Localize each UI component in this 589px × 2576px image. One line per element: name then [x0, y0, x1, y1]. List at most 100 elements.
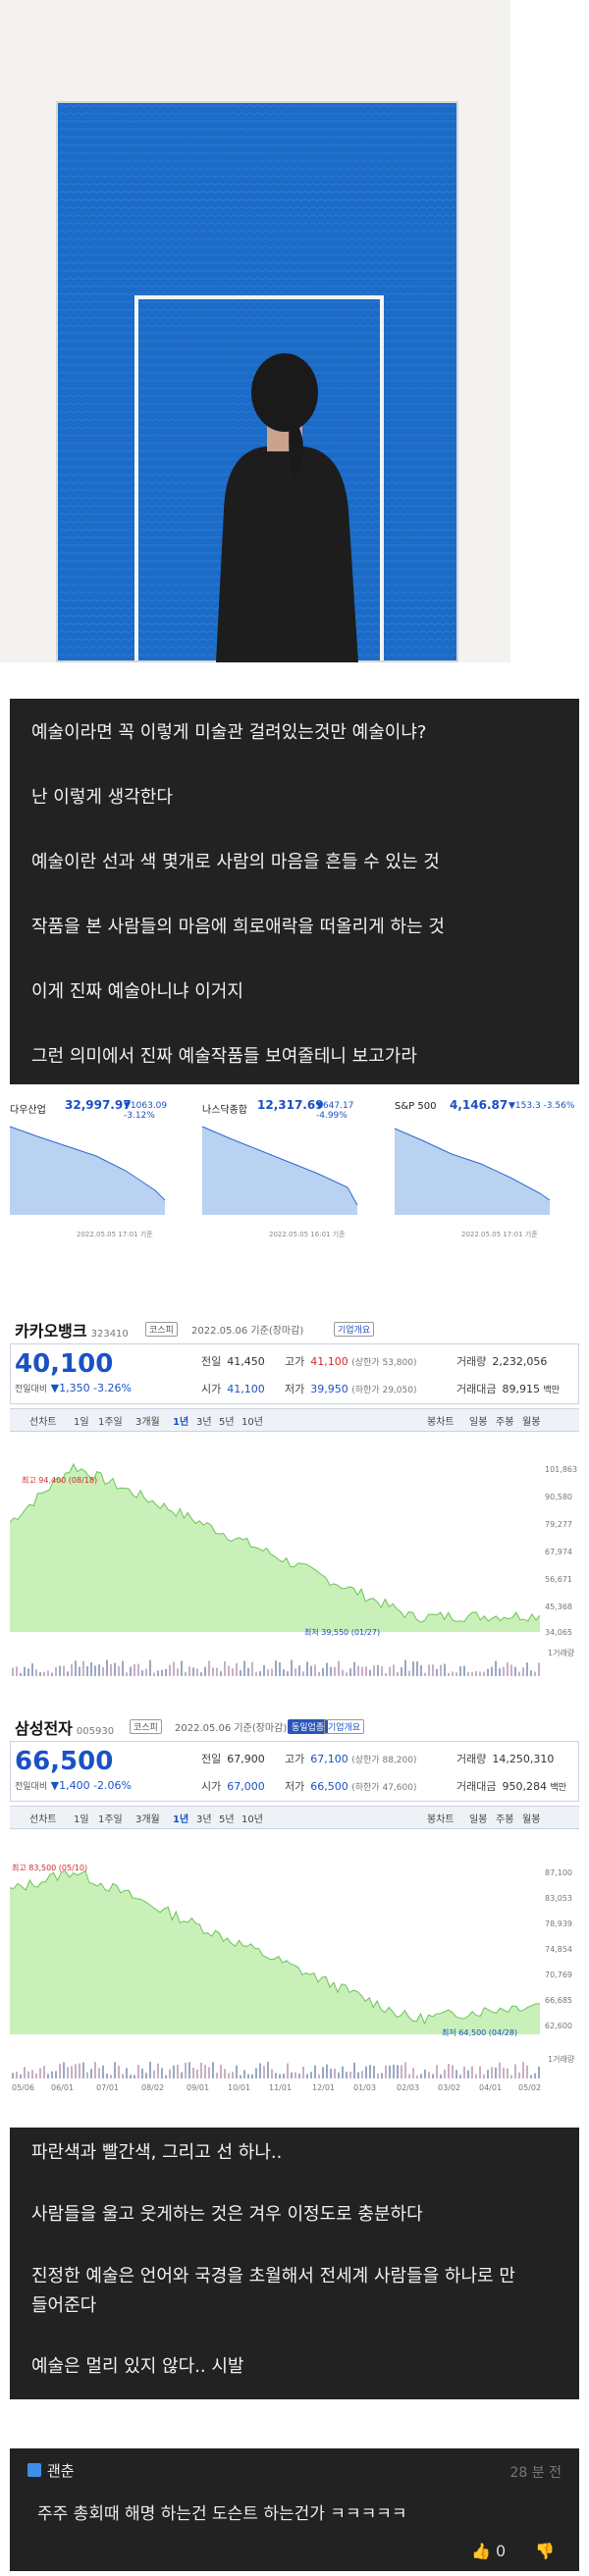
stock-name: 카카오뱅크 323410: [15, 1322, 129, 1341]
volume-bar: [330, 1666, 332, 1676]
tab-1w[interactable]: 1주일: [98, 1417, 123, 1428]
tab-3y[interactable]: 3년: [196, 1417, 212, 1428]
volume-bar: [165, 2075, 167, 2078]
index-mini-chart: [201, 1126, 358, 1215]
y-tick: 79,277: [545, 1520, 572, 1529]
tab-monthly[interactable]: 월봉: [522, 1417, 541, 1428]
like-button[interactable]: 👍 0: [471, 2542, 506, 2560]
index-card-nasdaq[interactable]: 나스닥종합 12,317.69 ▼647.17 -4.99% 2022.05.0…: [200, 1097, 387, 1269]
y-tick: 45,368: [545, 1603, 572, 1611]
volume-bar: [259, 1671, 261, 1676]
tab-weekly[interactable]: 주봉: [496, 1417, 514, 1428]
tab-5y[interactable]: 5년: [219, 1417, 235, 1428]
tab-1d[interactable]: 1일: [74, 1417, 89, 1428]
volume-bar: [334, 1666, 336, 1676]
dislike-button[interactable]: 👎: [535, 2542, 555, 2560]
volume-bar: [141, 2068, 143, 2078]
volume-bar: [27, 2071, 29, 2078]
index-card-dow[interactable]: 다우산업 32,997.97 ▼1063.09 -3.12% 2022.05.0…: [8, 1097, 194, 1269]
volume-bar: [353, 1661, 355, 1676]
volume-bar: [279, 1661, 281, 1676]
volume-bar: [134, 1663, 135, 1676]
volume-bar: [530, 2075, 532, 2078]
volume-bar: [361, 2071, 363, 2078]
market-index-strip: 다우산업 32,997.97 ▼1063.09 -3.12% 2022.05.0…: [8, 1097, 579, 1269]
volume-bar: [118, 2066, 120, 2078]
index-name: S&P 500: [395, 1101, 437, 1112]
volume-bar: [503, 1666, 505, 1676]
tab-daily[interactable]: 일봉: [469, 1814, 488, 1825]
volume-bar: [503, 2068, 505, 2078]
stock-price: 66,500: [15, 1747, 114, 1776]
y-tick: 101,863: [545, 1465, 578, 1474]
same-sector-badge[interactable]: 동일업종: [288, 1719, 329, 1734]
volume-bar: [522, 2062, 524, 2078]
volume-bar: [428, 2072, 430, 2078]
tab-candle[interactable]: 봉차트: [427, 1417, 455, 1428]
volume-bar: [188, 2062, 190, 2078]
comment-author[interactable]: 괜춘: [47, 2462, 75, 2480]
volume-bar: [526, 1662, 528, 1676]
volume-bar: [538, 1662, 540, 1676]
volume-bar: [51, 1672, 53, 1676]
stock-panel-samsung: 삼성전자 005930 코스피 2022.05.06 기준(장마감) 동일업종 기…: [10, 1715, 579, 2098]
volume-bar: [499, 1667, 501, 1676]
tab-5y[interactable]: 5년: [219, 1814, 235, 1825]
volume-bar: [432, 1664, 434, 1676]
volume-bar: [12, 2073, 14, 2078]
tab-3m[interactable]: 3개월: [135, 1814, 160, 1825]
viewer-silhouette: [216, 353, 358, 662]
volume-bar: [397, 1671, 399, 1676]
volume-bar: [479, 1671, 481, 1676]
index-card-sp500[interactable]: S&P 500 4,146.87 ▼153.3 -3.56% 2022.05.0…: [393, 1097, 579, 1269]
tab-1w[interactable]: 1주일: [98, 1814, 123, 1825]
index-value: 12,317.69: [257, 1098, 324, 1112]
volume-bar: [514, 1666, 516, 1676]
volume-bar: [82, 2062, 84, 2078]
volume-bar: [35, 1669, 37, 1676]
tab-daily[interactable]: 일봉: [469, 1417, 488, 1428]
volume-bar: [86, 1666, 88, 1676]
company-info-badge[interactable]: 기업개요: [334, 1322, 375, 1337]
volume-bar: [114, 2062, 116, 2078]
stock-change: 전일대비 ▼1,400 -2.06%: [15, 1779, 132, 1792]
volume-bar: [110, 2075, 112, 2078]
volume-bar: [530, 1670, 532, 1676]
volume-bar: [346, 1672, 348, 1676]
volume-bar: [137, 2065, 139, 2078]
quote-row-amount: 거래대금 950,284 백만: [456, 1780, 567, 1793]
tab-1y[interactable]: 1년: [173, 1814, 189, 1825]
volume-bar: [243, 1660, 245, 1676]
quote-row-low: 저가 66,500 (하한가 47,600): [285, 1780, 417, 1793]
tab-3m[interactable]: 3개월: [135, 1417, 160, 1428]
volume-bar: [416, 1661, 418, 1676]
y-tick: 83,053: [545, 1894, 572, 1903]
volume-bar: [240, 1669, 241, 1676]
tab-1y[interactable]: 1년: [173, 1417, 189, 1428]
post-paragraph: 작품을 본 사람들의 마음에 희로애락을 떠올리게 하는 것: [31, 917, 445, 937]
volume-bar: [514, 2064, 516, 2078]
tab-1d[interactable]: 1일: [74, 1814, 89, 1825]
tab-10y[interactable]: 10년: [241, 1814, 263, 1825]
volume-bar: [322, 2067, 324, 2078]
price-area: [10, 1464, 540, 1632]
volume-bar: [471, 2066, 473, 2078]
tab-monthly[interactable]: 월봉: [522, 1814, 541, 1825]
tab-line-chart[interactable]: 선차트: [29, 1417, 57, 1428]
quote-row-prev: 전일 41,450: [201, 1355, 265, 1368]
company-info-badge[interactable]: 기업개요: [324, 1719, 365, 1734]
tab-candle[interactable]: 봉차트: [427, 1814, 455, 1825]
tab-weekly[interactable]: 주봉: [496, 1814, 514, 1825]
volume-bar: [495, 1660, 497, 1676]
volume-bar: [404, 1659, 406, 1676]
volume-bar: [149, 2062, 151, 2078]
volume-bar: [16, 2072, 18, 2078]
volume-bar: [459, 1666, 461, 1676]
tab-line-chart[interactable]: 선차트: [29, 1814, 57, 1825]
volume-bar: [232, 1668, 234, 1676]
tab-3y[interactable]: 3년: [196, 1814, 212, 1825]
y-tick: 78,939: [545, 1919, 572, 1928]
volume-bar: [459, 2075, 461, 2078]
volume-bar: [118, 1665, 120, 1676]
tab-10y[interactable]: 10년: [241, 1417, 263, 1428]
